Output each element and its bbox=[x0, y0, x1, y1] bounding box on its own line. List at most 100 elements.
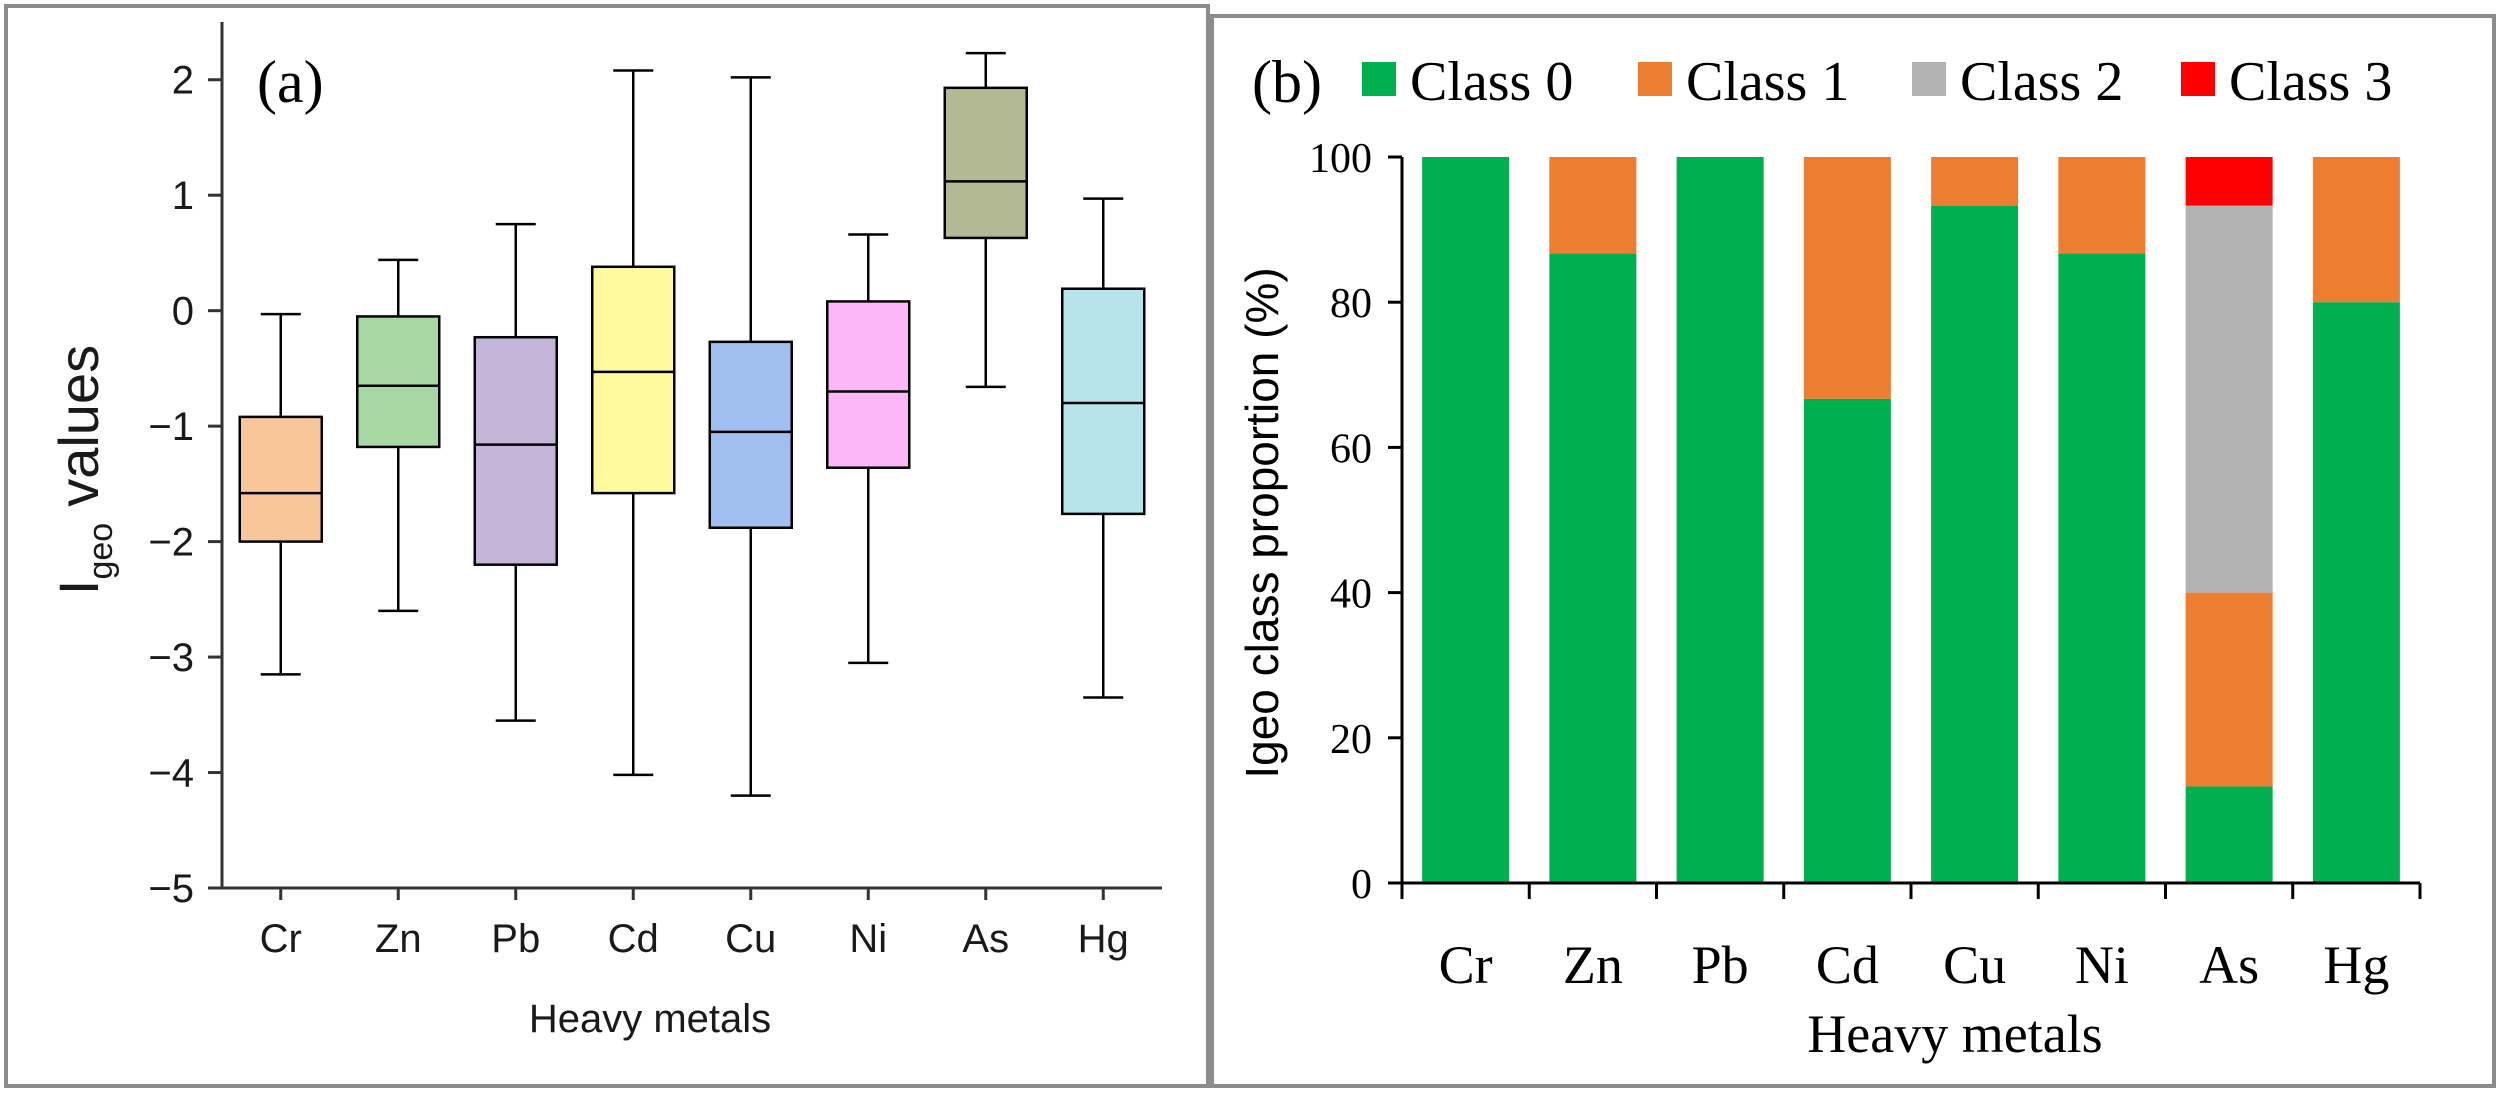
panel-a-x-tick-label-as: As bbox=[962, 917, 1009, 961]
bar-cd-class-0 bbox=[1803, 398, 1891, 883]
panel-a-y-tick-label: −2 bbox=[148, 521, 194, 565]
panel-a-label: (a) bbox=[257, 49, 324, 115]
box-cu bbox=[708, 76, 793, 797]
legend-label: Class 0 bbox=[1410, 51, 1573, 113]
panel-a-x-tick-label-cd: Cd bbox=[608, 917, 659, 961]
panel-a-y-tick-label: 1 bbox=[172, 174, 194, 218]
box-pb bbox=[473, 222, 558, 722]
legend-swatch bbox=[2181, 62, 2215, 96]
panel-b-frame bbox=[1210, 14, 2496, 1088]
panel-b-x-tick-label-ni: Ni bbox=[2075, 935, 2129, 995]
panel-b-bars bbox=[1422, 157, 2400, 884]
panel-b-x-tick-label-hg: Hg bbox=[2323, 935, 2389, 995]
box-iqr bbox=[1061, 287, 1146, 516]
panel-a-x-tick-label-zn: Zn bbox=[375, 917, 422, 961]
box-iqr bbox=[708, 340, 793, 529]
legend-label: Class 3 bbox=[2229, 51, 2392, 113]
bar-cr-class-0 bbox=[1422, 157, 1510, 883]
bar-cu-class-1 bbox=[1931, 157, 2019, 206]
panel-b-y-tick-label: 60 bbox=[1330, 426, 1372, 472]
panel-b-x-tick-labels: Cr Zn Pb Cd Cu Ni As Hg bbox=[1439, 935, 2390, 995]
box-iqr bbox=[473, 335, 558, 566]
panel-a-x-tick-label-hg: Hg bbox=[1078, 917, 1129, 961]
box-cr bbox=[238, 312, 323, 676]
bar-stack-hg bbox=[2312, 157, 2400, 883]
panel-a-y-axis-title-rest: values bbox=[47, 345, 110, 507]
box-ni bbox=[826, 233, 911, 665]
legend-item-class-2: Class 2 bbox=[1912, 51, 2123, 113]
panel-b-x-axis-title: Heavy metals bbox=[1807, 1004, 2102, 1064]
bar-stack-as bbox=[2185, 157, 2273, 883]
bar-ni-class-0 bbox=[2058, 253, 2146, 884]
bar-as-class-1 bbox=[2185, 592, 2273, 787]
box-cd bbox=[591, 69, 676, 777]
box-zn bbox=[356, 258, 441, 613]
box-hg bbox=[1061, 197, 1146, 699]
panel-b-legend: Class 0 Class 1 Class 2 Class 3 bbox=[1362, 51, 2392, 113]
panel-a-boxes bbox=[238, 51, 1146, 797]
bar-as-class-0 bbox=[2185, 786, 2273, 883]
panel-a-axes: −5 −4 −3 −2 −1 0 1 2 bbox=[148, 22, 1162, 911]
legend-item-class-0: Class 0 bbox=[1362, 51, 1573, 113]
bar-stack-cu bbox=[1931, 157, 2019, 884]
panel-a-box-plot: (a) Igeo values −5 −4 −3 −2 −1 0 1 2 Cr Zn Pb Cd Cu N… bbox=[4, 4, 1210, 1088]
svg-text:Igeovalues: Igeo values bbox=[47, 345, 120, 595]
bar-hg-class-0 bbox=[2312, 302, 2400, 883]
panel-a-y-axis-title-main: I bbox=[47, 580, 110, 596]
panel-b-y-tick-label: 20 bbox=[1330, 717, 1372, 763]
box-as bbox=[943, 51, 1028, 389]
bar-zn-class-1 bbox=[1549, 157, 1637, 254]
legend-item-class-1: Class 1 bbox=[1638, 51, 1849, 113]
bar-as-class-3 bbox=[2185, 157, 2273, 206]
panel-b-stacked-bar: (b) Class 0 Class 1 Class 2 Class 3 Igeo cl… bbox=[1210, 14, 2496, 1088]
panel-a-x-tick-label-cr: Cr bbox=[260, 917, 302, 961]
bar-hg-class-1 bbox=[2312, 157, 2400, 303]
bar-stack-zn bbox=[1549, 157, 1637, 884]
bar-stack-cr bbox=[1422, 157, 1510, 883]
panel-b-x-tick-label-pb: Pb bbox=[1692, 935, 1749, 995]
panel-b-x-tick-label-cu: Cu bbox=[1943, 935, 2006, 995]
panel-a-y-tick-label: 2 bbox=[172, 59, 194, 103]
panel-b-x-tick-label-zn: Zn bbox=[1563, 935, 1623, 995]
panel-a-y-tick-label: −3 bbox=[148, 636, 194, 680]
panel-a-y-tick-label: −1 bbox=[148, 405, 194, 449]
panel-a-y-axis-title: Igeo values bbox=[47, 345, 120, 595]
bar-ni-class-1 bbox=[2058, 157, 2146, 254]
panel-a-x-tick-label-cu: Cu bbox=[725, 917, 776, 961]
bar-stack-ni bbox=[2058, 157, 2146, 884]
box-iqr bbox=[591, 265, 676, 495]
panel-b-x-tick-label-cr: Cr bbox=[1439, 935, 1493, 995]
legend-label: Class 1 bbox=[1686, 51, 1849, 113]
panel-a-y-tick-label: −5 bbox=[148, 867, 194, 911]
panel-a-x-axis-title: Heavy metals bbox=[529, 997, 771, 1041]
panel-b-y-tick-label: 0 bbox=[1351, 862, 1372, 908]
panel-a-y-tick-label: 0 bbox=[172, 290, 194, 334]
panel-b-y-axis-title: Igeo class proportion (%) bbox=[1236, 267, 1288, 778]
box-iqr bbox=[826, 300, 911, 469]
panel-b-label: (b) bbox=[1252, 49, 1322, 115]
panel-b-y-tick-label: 80 bbox=[1330, 281, 1372, 327]
panel-b-x-tick-label-cd: Cd bbox=[1816, 935, 1879, 995]
panel-b-y-tick-label: 40 bbox=[1330, 572, 1372, 618]
panel-b-y-tick-label: 100 bbox=[1309, 136, 1372, 182]
box-iqr bbox=[356, 315, 441, 449]
panel-a-x-tick-label-ni: Ni bbox=[849, 917, 887, 961]
bar-stack-cd bbox=[1803, 157, 1891, 883]
bar-cu-class-0 bbox=[1931, 205, 2019, 884]
bar-pb-class-0 bbox=[1676, 157, 1764, 883]
bar-cd-class-1 bbox=[1803, 157, 1891, 399]
panel-b-x-tick-label-as: As bbox=[2199, 935, 2259, 995]
panel-a-x-tick-label-pb: Pb bbox=[491, 917, 540, 961]
panel-b-axes: 0 20 40 60 80 100 bbox=[1309, 136, 2422, 908]
bar-as-class-2 bbox=[2185, 205, 2273, 593]
panel-a-y-tick-label: −4 bbox=[148, 752, 194, 796]
bar-stack-pb bbox=[1676, 157, 1764, 883]
legend-label: Class 2 bbox=[1960, 51, 2123, 113]
legend-swatch bbox=[1912, 62, 1946, 96]
panel-a-y-axis-title-subscript: geo bbox=[82, 523, 120, 580]
bar-zn-class-0 bbox=[1549, 253, 1637, 884]
legend-swatch bbox=[1362, 62, 1396, 96]
legend-item-class-3: Class 3 bbox=[2181, 51, 2392, 113]
panel-a-x-tick-labels: Cr Zn Pb Cd Cu Ni As Hg bbox=[260, 917, 1129, 961]
